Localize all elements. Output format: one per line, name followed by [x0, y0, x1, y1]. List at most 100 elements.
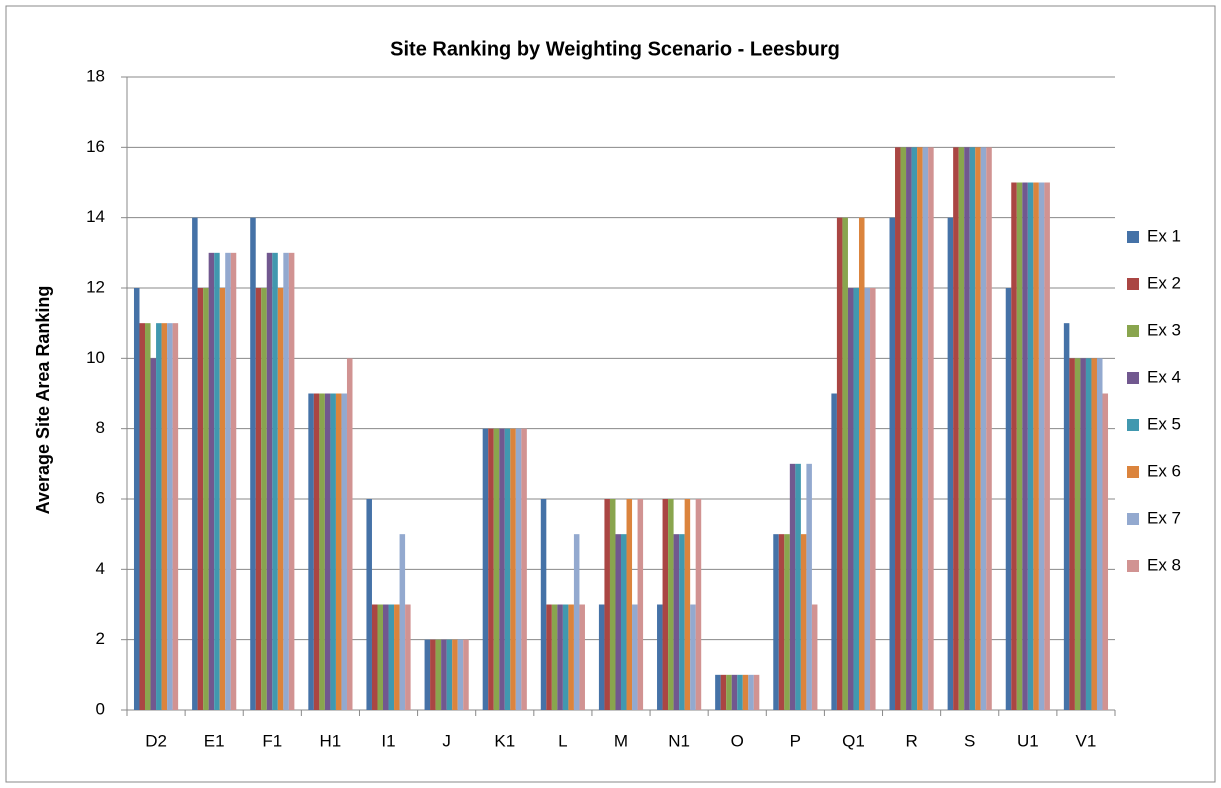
bar: [895, 147, 901, 711]
legend-label: Ex 3: [1147, 320, 1181, 339]
bar: [573, 534, 580, 710]
x-tick-label: M: [614, 731, 628, 750]
bar: [341, 393, 347, 710]
legend-swatch: [1127, 372, 1139, 384]
bar: [778, 534, 785, 710]
chart-title: Site Ranking by Weighting Scenario - Lee…: [390, 38, 840, 60]
legend-label: Ex 2: [1147, 273, 1181, 292]
bar: [255, 288, 262, 710]
x-tick-label: R: [905, 731, 917, 750]
bar: [330, 393, 336, 710]
bar: [551, 604, 558, 710]
y-tick-label: 8: [96, 418, 105, 437]
bar: [836, 217, 843, 710]
bar: [637, 499, 644, 710]
legend-swatch: [1127, 231, 1139, 243]
bar: [831, 393, 837, 710]
bar: [133, 288, 140, 710]
bar: [463, 639, 469, 710]
x-tick-label: E1: [204, 731, 225, 750]
bar: [272, 252, 278, 711]
bar: [1074, 358, 1081, 710]
x-tick-label: H1: [320, 731, 342, 750]
bar: [562, 604, 569, 710]
bar: [371, 604, 378, 710]
bar: [230, 252, 237, 711]
legend-swatch: [1127, 419, 1139, 431]
y-tick-label: 6: [96, 488, 105, 507]
legend-label: Ex 7: [1147, 508, 1181, 527]
bar: [928, 147, 934, 711]
bar: [579, 604, 585, 710]
bar: [598, 604, 605, 710]
bar: [457, 639, 464, 710]
bar: [621, 534, 627, 710]
bar: [208, 252, 215, 711]
bar: [668, 499, 674, 710]
bar: [900, 147, 907, 711]
bar: [922, 147, 929, 711]
x-tick-label: I1: [381, 731, 395, 750]
bar: [853, 288, 859, 710]
bar: [1102, 393, 1109, 710]
bar: [773, 534, 779, 710]
y-tick-label: 4: [96, 559, 105, 578]
bar: [197, 288, 204, 710]
bar: [947, 217, 954, 710]
bar: [568, 604, 574, 710]
bar: [557, 604, 563, 710]
legend-swatch: [1127, 466, 1139, 478]
bar: [720, 674, 727, 710]
bar: [1027, 182, 1034, 710]
y-tick-label: 10: [86, 348, 105, 367]
bar: [753, 674, 760, 710]
bar: [748, 674, 754, 710]
bar: [726, 674, 732, 710]
bar: [953, 147, 959, 711]
bar: [695, 499, 702, 710]
bar: [283, 252, 289, 711]
bar: [192, 217, 198, 710]
legend-swatch: [1127, 278, 1139, 290]
x-tick-label: O: [731, 731, 744, 750]
bar: [673, 534, 680, 710]
bar: [604, 499, 610, 710]
bar: [795, 463, 801, 710]
bar: [1091, 358, 1097, 710]
x-tick-label: N1: [668, 731, 690, 750]
bar: [742, 674, 749, 710]
legend-swatch: [1127, 325, 1139, 337]
x-tick-label: D2: [145, 731, 167, 750]
bar: [784, 534, 790, 710]
legend-label: Ex 6: [1147, 461, 1181, 480]
bar: [225, 252, 231, 711]
bar: [156, 323, 162, 710]
bar: [1022, 182, 1028, 710]
y-tick-label: 12: [86, 277, 105, 296]
bar: [335, 393, 342, 710]
bar: [715, 674, 721, 710]
y-tick-label: 18: [86, 66, 105, 85]
bar: [430, 639, 436, 710]
bar: [219, 288, 226, 710]
legend-label: Ex 5: [1147, 414, 1181, 433]
bar: [1085, 358, 1092, 710]
bar: [800, 534, 807, 710]
bar: [679, 534, 685, 710]
bar: [261, 288, 267, 710]
bar: [1016, 182, 1023, 710]
bar: [980, 147, 987, 711]
bar: [150, 358, 157, 710]
bar: [424, 639, 431, 710]
bar: [488, 428, 494, 710]
x-tick-label: L: [558, 731, 567, 750]
x-tick-label: S: [964, 731, 975, 750]
bar: [864, 288, 871, 710]
bar: [446, 639, 453, 710]
bar: [662, 499, 669, 710]
bar: [1096, 358, 1103, 710]
bar: [889, 217, 896, 710]
bar: [161, 323, 168, 710]
bar: [324, 393, 331, 710]
